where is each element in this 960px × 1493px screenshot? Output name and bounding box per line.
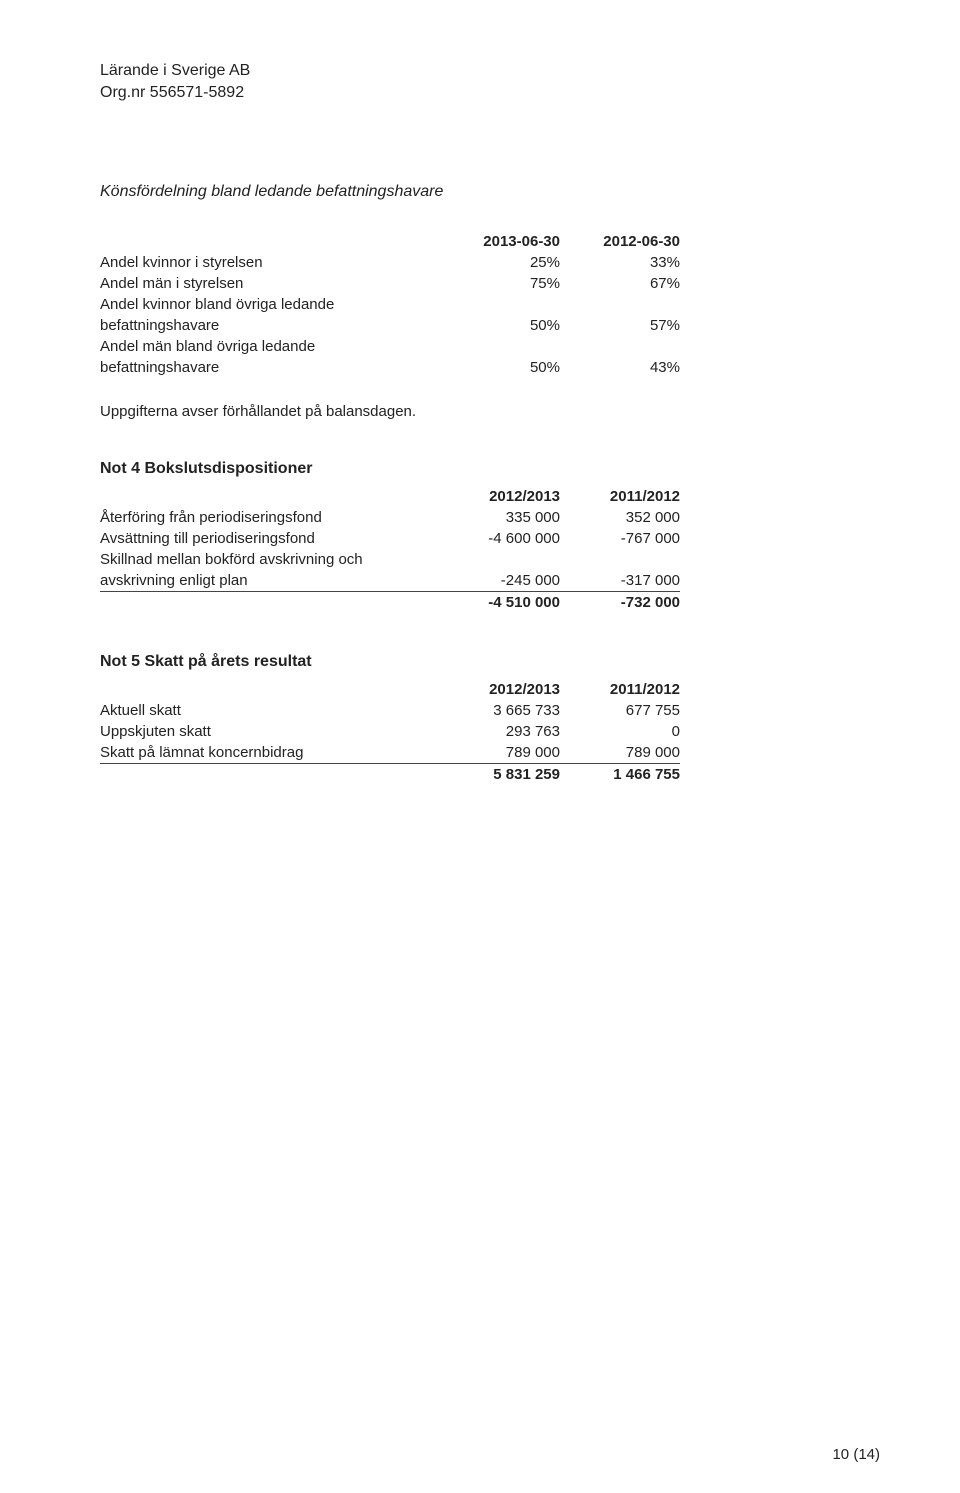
note5-val: 293 763	[440, 721, 560, 742]
gender-row: befattningshavare 50% 43%	[100, 357, 680, 378]
gender-val: 50%	[440, 315, 560, 336]
gender-val: 75%	[440, 273, 560, 294]
note4-row: Avsättning till periodiseringsfond -4 60…	[100, 528, 680, 549]
gender-val: 25%	[440, 252, 560, 273]
note5-heading: Not 5 Skatt på årets resultat	[100, 653, 880, 671]
note5-header-blank	[100, 679, 440, 700]
gender-table: 2013-06-30 2012-06-30 Andel kvinnor i st…	[100, 231, 680, 378]
page-number: 10 (14)	[832, 1446, 880, 1463]
note4-header-row: 2012/2013 2011/2012	[100, 486, 680, 507]
note4-total: -732 000	[560, 592, 680, 614]
gender-label: befattningshavare	[100, 357, 440, 378]
note5-label: Uppskjuten skatt	[100, 721, 440, 742]
note5-val: 789 000	[440, 742, 560, 764]
note4-table: 2012/2013 2011/2012 Återföring från peri…	[100, 486, 680, 613]
note4-val: -4 600 000	[440, 528, 560, 549]
note4-col2: 2011/2012	[560, 486, 680, 507]
note4-row: Återföring från periodiseringsfond 335 0…	[100, 507, 680, 528]
note5-row: Uppskjuten skatt 293 763 0	[100, 721, 680, 742]
note5-total: 5 831 259	[440, 764, 560, 786]
note5-row: Aktuell skatt 3 665 733 677 755	[100, 700, 680, 721]
note5-section: Not 5 Skatt på årets resultat 2012/2013 …	[100, 653, 880, 785]
note4-total: -4 510 000	[440, 592, 560, 614]
note4-label: Skillnad mellan bokförd avskrivning och	[100, 549, 440, 570]
gender-val: 50%	[440, 357, 560, 378]
note4-heading: Not 4 Bokslutsdispositioner	[100, 460, 880, 478]
company-name: Lärande i Sverige AB	[100, 60, 880, 82]
note4-total-row: -4 510 000 -732 000	[100, 592, 680, 614]
note5-val: 789 000	[560, 742, 680, 764]
gender-val: 67%	[560, 273, 680, 294]
note4-row: Skillnad mellan bokförd avskrivning och	[100, 549, 680, 570]
gender-footnote: Uppgifterna avser förhållandet på balans…	[100, 403, 880, 420]
gender-header-blank	[100, 231, 440, 252]
gender-row: Andel kvinnor bland övriga ledande	[100, 294, 680, 315]
gender-row: Andel kvinnor i styrelsen 25% 33%	[100, 252, 680, 273]
gender-val	[560, 336, 680, 357]
note4-label: Avsättning till periodiseringsfond	[100, 528, 440, 549]
note5-underline-row: Skatt på lämnat koncernbidrag 789 000 78…	[100, 742, 680, 764]
note4-label: avskrivning enligt plan	[100, 570, 440, 592]
gender-col1: 2013-06-30	[440, 231, 560, 252]
gender-label: befattningshavare	[100, 315, 440, 336]
note4-val: 335 000	[440, 507, 560, 528]
note5-label: Skatt på lämnat koncernbidrag	[100, 742, 440, 764]
note5-val: 677 755	[560, 700, 680, 721]
gender-label: Andel kvinnor i styrelsen	[100, 252, 440, 273]
note5-col2: 2011/2012	[560, 679, 680, 700]
page-header: Lärande i Sverige AB Org.nr 556571-5892	[100, 60, 880, 103]
gender-label: Andel män bland övriga ledande	[100, 336, 440, 357]
note4-label: Återföring från periodiseringsfond	[100, 507, 440, 528]
gender-row: Andel män bland övriga ledande	[100, 336, 680, 357]
note5-val: 0	[560, 721, 680, 742]
gender-row: Andel män i styrelsen 75% 67%	[100, 273, 680, 294]
note4-val	[560, 549, 680, 570]
gender-title: Könsfördelning bland ledande befattnings…	[100, 183, 880, 201]
gender-header-row: 2013-06-30 2012-06-30	[100, 231, 680, 252]
gender-val	[440, 336, 560, 357]
note5-val: 3 665 733	[440, 700, 560, 721]
note4-section: Not 4 Bokslutsdispositioner 2012/2013 20…	[100, 460, 880, 613]
gender-row: befattningshavare 50% 57%	[100, 315, 680, 336]
note4-val	[440, 549, 560, 570]
note5-header-row: 2012/2013 2011/2012	[100, 679, 680, 700]
gender-col2: 2012-06-30	[560, 231, 680, 252]
note4-col1: 2012/2013	[440, 486, 560, 507]
document-page: Lärande i Sverige AB Org.nr 556571-5892 …	[0, 0, 960, 1493]
note5-col1: 2012/2013	[440, 679, 560, 700]
gender-val: 33%	[560, 252, 680, 273]
note5-table: 2012/2013 2011/2012 Aktuell skatt 3 665 …	[100, 679, 680, 785]
gender-label: Andel män i styrelsen	[100, 273, 440, 294]
note4-val: 352 000	[560, 507, 680, 528]
note4-total-label	[100, 592, 440, 614]
note5-total-row: 5 831 259 1 466 755	[100, 764, 680, 786]
note4-val: -245 000	[440, 570, 560, 592]
note4-header-blank	[100, 486, 440, 507]
gender-val	[440, 294, 560, 315]
note4-underline-row: avskrivning enligt plan -245 000 -317 00…	[100, 570, 680, 592]
gender-label: Andel kvinnor bland övriga ledande	[100, 294, 440, 315]
note5-total-label	[100, 764, 440, 786]
note4-val: -317 000	[560, 570, 680, 592]
gender-section: Könsfördelning bland ledande befattnings…	[100, 183, 880, 420]
note5-label: Aktuell skatt	[100, 700, 440, 721]
gender-val: 57%	[560, 315, 680, 336]
gender-val: 43%	[560, 357, 680, 378]
note5-total: 1 466 755	[560, 764, 680, 786]
gender-val	[560, 294, 680, 315]
note4-val: -767 000	[560, 528, 680, 549]
org-number: Org.nr 556571-5892	[100, 82, 880, 104]
